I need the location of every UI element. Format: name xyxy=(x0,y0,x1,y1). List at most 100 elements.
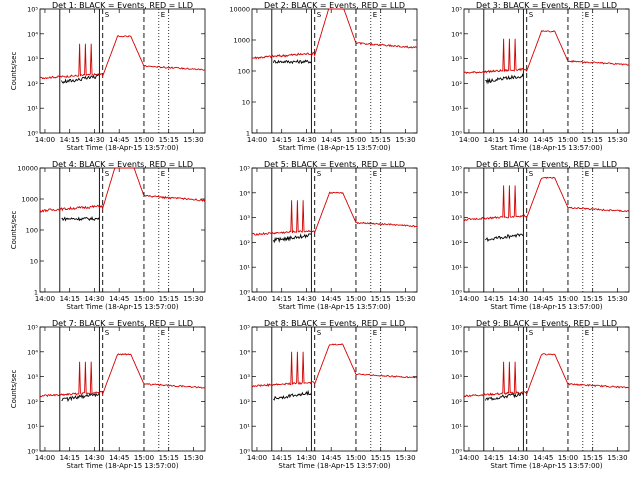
panel-9: Det 9: BLACK = Events, RED = LLD 10⁰ 10¹ 10… xyxy=(451,319,630,470)
x-tick-label: 14:15 xyxy=(60,136,80,144)
panel-title: Det 9: BLACK = Events, RED = LLD xyxy=(476,319,617,328)
events-series-line xyxy=(485,233,524,242)
y-tick-label: 10⁴ xyxy=(451,30,462,38)
y-tick-label: 10³ xyxy=(239,373,250,381)
y-tick-label: 10³ xyxy=(27,373,38,381)
marker-letter: S xyxy=(529,11,534,19)
x-tick-label: 15:30 xyxy=(395,136,415,144)
panel-title: Det 2: BLACK = Events, RED = LLD xyxy=(264,1,405,10)
y-tick-label: 10⁴ xyxy=(451,189,462,197)
x-tick-label: 14:45 xyxy=(321,295,341,303)
y-tick-label: 10³ xyxy=(27,55,38,63)
y-tick-label: 10³ xyxy=(239,214,250,222)
marker-letter: S xyxy=(317,329,322,337)
x-tick-label: 15:30 xyxy=(183,454,203,462)
x-tick-label: 14:45 xyxy=(533,454,553,462)
y-tick-label: 1000 xyxy=(21,196,38,204)
x-tick-label: 14:15 xyxy=(484,295,504,303)
x-tick-label: 15:15 xyxy=(371,295,391,303)
panel-6: Det 6: BLACK = Events, RED = LLD 10⁰ 10¹ 10… xyxy=(451,160,630,311)
y-tick-label: 10 xyxy=(30,258,38,266)
events-series-line xyxy=(61,215,100,222)
events-series-line xyxy=(484,391,524,401)
y-tick-label: 10¹ xyxy=(451,264,462,272)
y-tick-label: 10⁰ xyxy=(451,289,462,297)
y-tick-label: 10⁰ xyxy=(451,448,462,456)
plot-frame xyxy=(463,167,630,293)
x-tick-label: 15:00 xyxy=(134,136,154,144)
x-tick-label: 14:30 xyxy=(508,295,528,303)
x-tick-label: 15:00 xyxy=(346,454,366,462)
x-tick-label: 14:00 xyxy=(35,295,55,303)
x-tick-label: 14:45 xyxy=(533,295,553,303)
marker-letter: E xyxy=(585,329,589,337)
events-series-line xyxy=(272,233,312,244)
panel-8: Det 8: BLACK = Events, RED = LLD 10⁰ 10¹ 10… xyxy=(239,319,418,470)
x-axis-label: Start Time (18-Apr-15 13:57:00) xyxy=(490,303,602,311)
marker-letter: E xyxy=(585,11,589,19)
y-tick-label: 10⁵ xyxy=(451,6,462,14)
x-axis-label: Start Time (18-Apr-15 13:57:00) xyxy=(66,144,178,152)
panel-3: Det 3: BLACK = Events, RED = LLD 10⁰ 10¹ 10… xyxy=(451,1,630,152)
y-tick-label: 10¹ xyxy=(239,264,250,272)
x-tick-label: 14:45 xyxy=(321,454,341,462)
panel-title: Det 1: BLACK = Events, RED = LLD xyxy=(52,1,193,10)
events-series-line xyxy=(273,389,312,401)
x-tick-label: 14:30 xyxy=(84,295,104,303)
x-axis-label: Start Time (18-Apr-15 13:57:00) xyxy=(490,144,602,152)
y-tick-label: 100 xyxy=(238,68,250,76)
y-tick-label: 10⁰ xyxy=(27,448,38,456)
x-tick-label: 15:30 xyxy=(183,136,203,144)
x-tick-label: 15:30 xyxy=(607,136,627,144)
y-tick-label: 10⁵ xyxy=(27,324,38,332)
panel-5: Det 5: BLACK = Events, RED = LLD 10⁰ 10¹ 10… xyxy=(239,160,418,311)
plot-frame xyxy=(251,167,418,293)
x-tick-label: 14:30 xyxy=(508,454,528,462)
x-tick-label: 14:45 xyxy=(109,136,129,144)
x-tick-label: 14:00 xyxy=(247,295,267,303)
x-tick-label: 14:00 xyxy=(35,454,55,462)
x-tick-label: 15:30 xyxy=(395,295,415,303)
x-tick-label: 15:00 xyxy=(558,295,578,303)
y-tick-label: 10 xyxy=(242,99,250,107)
x-tick-label: 14:30 xyxy=(296,136,316,144)
marker-letter: S xyxy=(105,170,110,178)
x-tick-label: 14:00 xyxy=(247,136,267,144)
panel-7: Det 7: BLACK = Events, RED = LLD 10⁰ 10¹ 10… xyxy=(10,319,206,470)
panel-4: Det 4: BLACK = Events, RED = LLD 1 10 100 10… xyxy=(10,160,206,311)
panel-title: Det 4: BLACK = Events, RED = LLD xyxy=(52,160,193,169)
y-tick-label: 10000 xyxy=(17,165,38,173)
x-tick-label: 15:00 xyxy=(558,454,578,462)
y-tick-label: 10⁰ xyxy=(27,130,38,138)
x-axis-label: Start Time (18-Apr-15 13:57:00) xyxy=(278,303,390,311)
marker-letter: E xyxy=(585,170,589,178)
x-tick-label: 14:45 xyxy=(321,136,341,144)
x-tick-label: 14:15 xyxy=(272,454,292,462)
y-tick-label: 10¹ xyxy=(451,105,462,113)
plot-frame xyxy=(463,326,630,452)
events-series-line xyxy=(61,74,100,84)
marker-letter: S xyxy=(317,11,322,19)
y-tick-label: 10⁴ xyxy=(27,30,38,38)
plot-frame xyxy=(251,8,418,134)
events-series-line xyxy=(272,59,312,65)
marker-letter: S xyxy=(529,329,534,337)
y-tick-label: 1 xyxy=(34,289,38,297)
panel-title: Det 5: BLACK = Events, RED = LLD xyxy=(264,160,405,169)
y-axis-label: Counts/sec xyxy=(10,370,18,409)
marker-letter: E xyxy=(161,329,165,337)
marker-letter: E xyxy=(161,11,165,19)
y-tick-label: 10⁵ xyxy=(451,324,462,332)
x-tick-label: 14:45 xyxy=(533,136,553,144)
y-tick-label: 10¹ xyxy=(239,423,250,431)
y-tick-label: 10⁰ xyxy=(239,448,250,456)
lld-series-line xyxy=(463,176,630,222)
y-tick-label: 10⁴ xyxy=(27,348,38,356)
x-tick-label: 15:00 xyxy=(346,295,366,303)
y-tick-label: 10² xyxy=(239,239,250,247)
x-tick-label: 14:00 xyxy=(459,295,479,303)
plot-frame xyxy=(463,8,630,134)
plot-frame xyxy=(251,326,418,452)
marker-letter: S xyxy=(317,170,322,178)
